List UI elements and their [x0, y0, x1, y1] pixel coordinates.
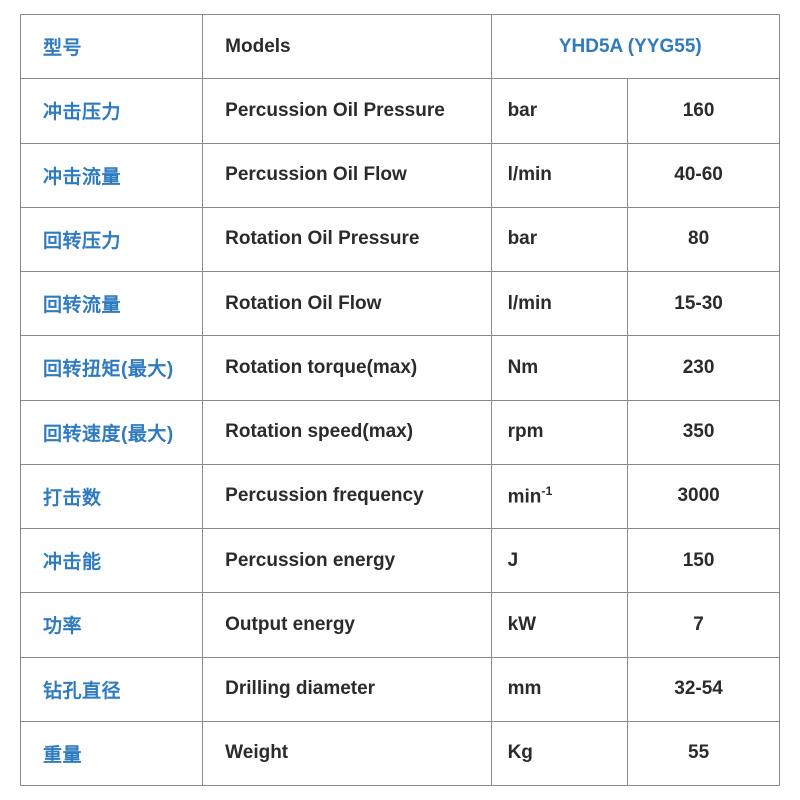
- row-cn: 回转压力: [21, 207, 203, 271]
- table-row: 回转压力Rotation Oil Pressurebar80: [21, 207, 780, 271]
- row-cn: 钻孔直径: [21, 657, 203, 721]
- row-unit: mm: [491, 657, 628, 721]
- header-en: Models: [203, 15, 491, 79]
- row-value: 150: [628, 529, 780, 593]
- row-en: Percussion frequency: [203, 464, 491, 528]
- table-row: 重量WeightKg55: [21, 721, 780, 785]
- row-value: 230: [628, 336, 780, 400]
- row-cn: 冲击流量: [21, 143, 203, 207]
- row-unit: Kg: [491, 721, 628, 785]
- row-cn: 重量: [21, 721, 203, 785]
- table-row: 回转流量Rotation Oil Flowl/min15-30: [21, 272, 780, 336]
- spec-tbody: 型号ModelsYHD5A (YYG55)冲击压力Percussion Oil …: [21, 15, 780, 786]
- row-unit: bar: [491, 207, 628, 271]
- header-model: YHD5A (YYG55): [491, 15, 779, 79]
- row-value: 32-54: [628, 657, 780, 721]
- table-row: 回转速度(最大)Rotation speed(max)rpm350: [21, 400, 780, 464]
- table-row: 冲击流量Percussion Oil Flowl/min40-60: [21, 143, 780, 207]
- row-value: 7: [628, 593, 780, 657]
- row-value: 3000: [628, 464, 780, 528]
- row-en: Rotation torque(max): [203, 336, 491, 400]
- row-en: Percussion Oil Flow: [203, 143, 491, 207]
- row-unit: rpm: [491, 400, 628, 464]
- row-cn: 冲击压力: [21, 79, 203, 143]
- row-unit: Nm: [491, 336, 628, 400]
- row-value: 350: [628, 400, 780, 464]
- table-row: 回转扭矩(最大)Rotation torque(max)Nm230: [21, 336, 780, 400]
- row-en: Output energy: [203, 593, 491, 657]
- header-cn: 型号: [21, 15, 203, 79]
- row-cn: 冲击能: [21, 529, 203, 593]
- row-value: 40-60: [628, 143, 780, 207]
- row-en: Weight: [203, 721, 491, 785]
- row-cn: 回转速度(最大): [21, 400, 203, 464]
- row-value: 15-30: [628, 272, 780, 336]
- row-value: 80: [628, 207, 780, 271]
- table-row: 冲击能Percussion energyJ150: [21, 529, 780, 593]
- row-unit: bar: [491, 79, 628, 143]
- row-value: 55: [628, 721, 780, 785]
- row-en: Rotation Oil Pressure: [203, 207, 491, 271]
- row-cn: 回转扭矩(最大): [21, 336, 203, 400]
- row-en: Rotation speed(max): [203, 400, 491, 464]
- table-row: 打击数Percussion frequencymin-13000: [21, 464, 780, 528]
- row-value: 160: [628, 79, 780, 143]
- row-en: Rotation Oil Flow: [203, 272, 491, 336]
- row-cn: 回转流量: [21, 272, 203, 336]
- row-unit: kW: [491, 593, 628, 657]
- row-en: Drilling diameter: [203, 657, 491, 721]
- row-unit: l/min: [491, 272, 628, 336]
- row-en: Percussion Oil Pressure: [203, 79, 491, 143]
- table-row: 钻孔直径Drilling diametermm32-54: [21, 657, 780, 721]
- row-en: Percussion energy: [203, 529, 491, 593]
- table-header-row: 型号ModelsYHD5A (YYG55): [21, 15, 780, 79]
- table-row: 功率Output energykW7: [21, 593, 780, 657]
- row-unit: J: [491, 529, 628, 593]
- row-cn: 功率: [21, 593, 203, 657]
- table-row: 冲击压力Percussion Oil Pressurebar160: [21, 79, 780, 143]
- row-cn: 打击数: [21, 464, 203, 528]
- spec-table: 型号ModelsYHD5A (YYG55)冲击压力Percussion Oil …: [20, 14, 780, 786]
- row-unit: min-1: [491, 464, 628, 528]
- row-unit: l/min: [491, 143, 628, 207]
